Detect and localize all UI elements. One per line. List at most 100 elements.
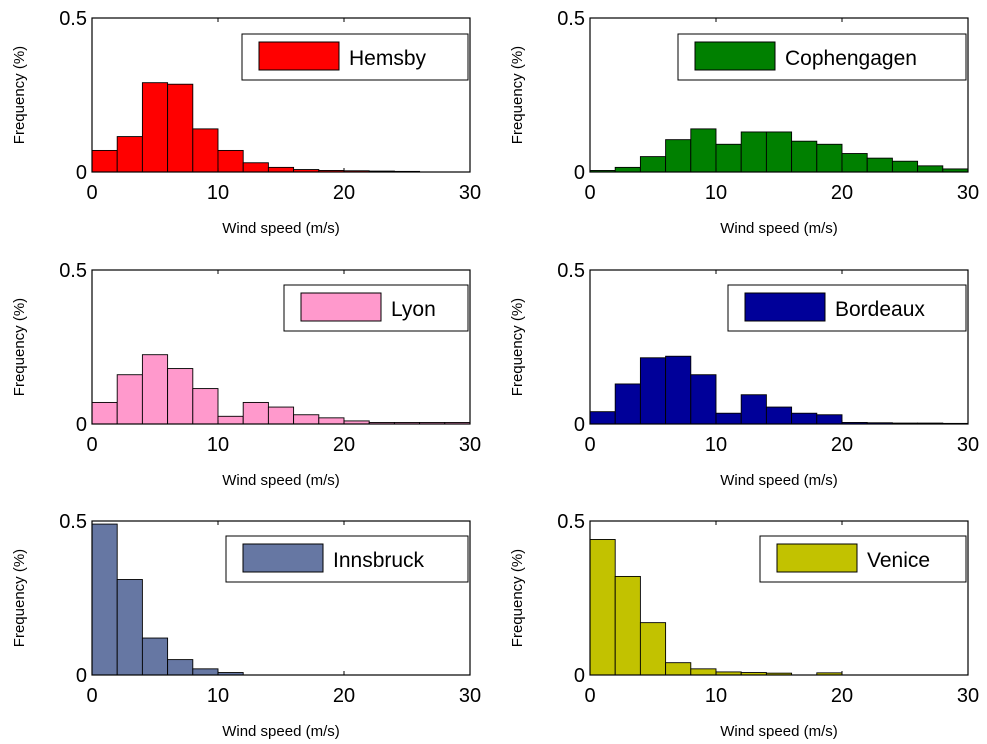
legend-swatch: [300, 292, 382, 322]
y-axis-label: Frequency (%): [11, 298, 28, 396]
histogram-bar: [192, 668, 219, 676]
y-tick-label: 0.5: [59, 511, 87, 533]
histogram-bar: [141, 82, 169, 173]
y-tick-label: 0.5: [59, 260, 87, 282]
histogram-bar: [116, 579, 143, 676]
y-tick-label: 0: [76, 162, 87, 184]
histogram-bar: [665, 139, 692, 173]
histogram-bar: [242, 162, 269, 173]
histogram-bar: [891, 160, 919, 173]
y-tick-label: 0.5: [557, 260, 585, 282]
histogram-bar: [765, 131, 793, 173]
x-axis-label: Wind speed (m/s): [720, 723, 838, 740]
histogram-bar: [765, 406, 793, 425]
histogram-bar: [614, 383, 641, 425]
histogram-bar: [217, 415, 244, 425]
subplot-3: 0 10 20 30 0 0.5 Wind speed (m/s) Frequency (%)…: [11, 260, 481, 489]
histogram-bar: [242, 401, 269, 425]
x-tick-label: 0: [584, 685, 595, 707]
legend-label: Bordeaux: [835, 298, 925, 321]
histogram-bar: [690, 128, 717, 173]
histogram-bar: [690, 374, 717, 425]
legend-label: Cophengagen: [785, 47, 917, 70]
legend-swatch: [744, 292, 826, 322]
y-tick-label: 0.5: [557, 8, 585, 30]
x-tick-label: 30: [459, 685, 481, 707]
legend-swatch: [258, 41, 340, 71]
y-tick-label: 0: [574, 414, 585, 436]
x-tick-label: 10: [207, 182, 229, 204]
y-axis-label: Frequency (%): [509, 549, 526, 647]
histogram-bar: [192, 128, 219, 173]
x-tick-label: 10: [207, 685, 229, 707]
histogram-bar: [740, 131, 767, 173]
axes-box: [589, 520, 969, 676]
x-tick-label: 20: [333, 182, 355, 204]
y-tick-label: 0: [76, 414, 87, 436]
histogram-bar: [116, 374, 143, 425]
histogram-bar: [665, 662, 692, 676]
x-axis-label: Wind speed (m/s): [720, 472, 838, 489]
x-tick-label: 30: [459, 182, 481, 204]
legend-swatch: [694, 41, 776, 71]
histogram-bar: [293, 414, 320, 425]
y-tick-label: 0: [76, 665, 87, 687]
histogram-bar: [639, 622, 667, 676]
x-tick-label: 20: [831, 182, 853, 204]
histogram-bar: [917, 165, 944, 173]
y-axis-label: Frequency (%): [509, 46, 526, 144]
y-axis-label: Frequency (%): [11, 46, 28, 144]
axes-box: [589, 17, 969, 173]
histogram-bar: [740, 394, 767, 425]
histogram-bar: [91, 523, 118, 676]
histogram-bar: [614, 575, 641, 676]
x-tick-label: 10: [705, 182, 727, 204]
histogram-bar: [816, 414, 843, 425]
histogram-bar: [167, 83, 194, 173]
legend-label: Lyon: [391, 298, 436, 321]
x-tick-label: 20: [831, 685, 853, 707]
histogram-bar: [791, 412, 818, 425]
subplot-5: 0 10 20 30 0 0.5 Wind speed (m/s) Frequency (%)…: [11, 511, 481, 740]
histogram-bar: [318, 417, 345, 425]
histogram-bar: [267, 406, 295, 425]
histogram-bar: [866, 157, 893, 173]
legend-label: Innsbruck: [333, 549, 425, 572]
subplot-1: 0 10 20 30 0 0.5 Wind speed (m/s) Frequency (%)…: [11, 8, 481, 237]
histogram-bar: [267, 166, 295, 173]
x-tick-label: 20: [831, 434, 853, 456]
histogram-bar: [690, 668, 717, 676]
y-tick-label: 0.5: [59, 8, 87, 30]
x-tick-label: 0: [584, 434, 595, 456]
x-tick-label: 0: [86, 182, 97, 204]
legend-swatch: [776, 543, 858, 573]
x-tick-label: 0: [86, 685, 97, 707]
x-tick-label: 30: [459, 434, 481, 456]
histogram-bar: [715, 412, 742, 425]
x-tick-label: 10: [207, 434, 229, 456]
x-axis-label: Wind speed (m/s): [222, 472, 340, 489]
subplot-6: 0 10 20 30 0 0.5 Wind speed (m/s) Frequency (%)…: [509, 511, 979, 740]
histogram-bar: [589, 411, 616, 425]
legend-label: Venice: [867, 549, 930, 572]
x-tick-label: 0: [584, 182, 595, 204]
histogram-bar: [639, 357, 667, 425]
histogram-bar: [614, 166, 641, 173]
x-tick-label: 0: [86, 434, 97, 456]
histogram-bar: [841, 153, 868, 173]
axes-box: [91, 17, 471, 173]
y-tick-label: 0: [574, 665, 585, 687]
x-tick-label: 20: [333, 434, 355, 456]
histogram-bar: [141, 637, 169, 676]
histogram-bar: [167, 659, 194, 676]
x-axis-label: Wind speed (m/s): [222, 723, 340, 740]
histogram-bar: [91, 149, 118, 173]
histogram-bar: [167, 368, 194, 425]
subplot-2: 0 10 20 30 0 0.5 Wind speed (m/s) Frequency (%)…: [509, 8, 979, 237]
axes-box: [91, 520, 471, 676]
histogram-bar: [141, 354, 169, 425]
subplot-4: 0 10 20 30 0 0.5 Wind speed (m/s) Frequency (%)…: [509, 260, 979, 489]
histogram-bar: [665, 355, 692, 425]
y-tick-label: 0.5: [557, 511, 585, 533]
y-axis-label: Frequency (%): [509, 298, 526, 396]
